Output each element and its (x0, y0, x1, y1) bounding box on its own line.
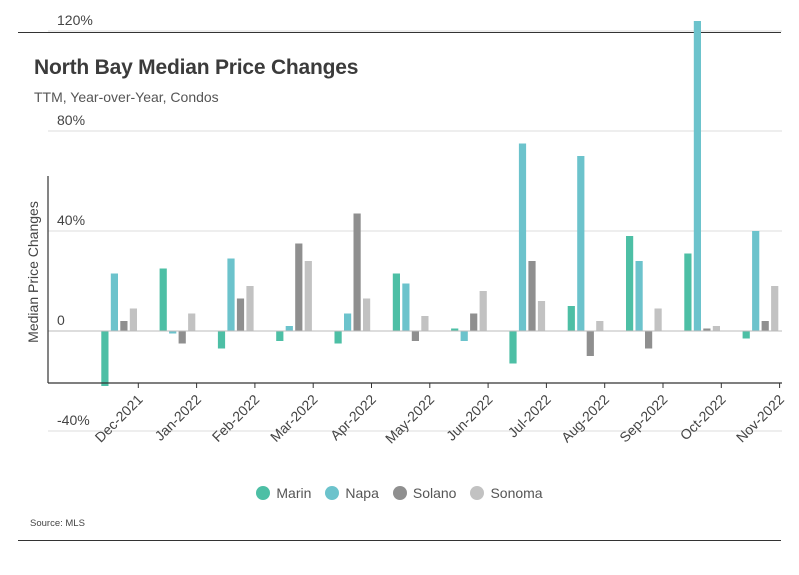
x-tick-label: Jun-2022 (443, 391, 496, 444)
bar-solano-jan-2022 (178, 331, 186, 344)
chart-title: North Bay Median Price Changes (34, 56, 359, 79)
bar-napa-nov-2022 (752, 231, 760, 331)
bar-marin-nov-2022 (742, 331, 750, 339)
bar-sonoma-apr-2022 (363, 298, 371, 331)
x-tick-label: Jul-2022 (505, 391, 554, 440)
y-tick-labels: -40% 0 40% 80% 120% (57, 12, 93, 428)
chart-subtitle: TTM, Year-over-Year, Condos (34, 89, 219, 105)
bar-napa-sep-2022 (635, 261, 643, 331)
y-tick-label: 80% (57, 112, 85, 128)
bar-napa-jan-2022 (169, 331, 177, 334)
bar-napa-mar-2022 (285, 326, 293, 331)
bar-napa-may-2022 (402, 283, 410, 331)
legend-label: Marin (276, 485, 312, 501)
legend-item-sonoma: Sonoma (470, 485, 543, 501)
y-tick-label: 120% (57, 12, 93, 28)
legend-label: Napa (345, 485, 379, 501)
bar-marin-oct-2022 (684, 253, 692, 331)
bar-sonoma-mar-2022 (304, 261, 312, 331)
bar-marin-aug-2022 (567, 306, 575, 331)
bar-solano-feb-2022 (236, 298, 245, 331)
legend-item-napa: Napa (325, 485, 379, 501)
bar-sonoma-jun-2022 (479, 291, 487, 331)
bar-sonoma-sep-2022 (654, 308, 662, 331)
bar-solano-may-2022 (411, 331, 419, 341)
legend-label: Sonoma (490, 485, 543, 501)
legend-swatch (470, 486, 485, 500)
bar-napa-aug-2022 (577, 156, 585, 331)
bar-solano-sep-2022 (645, 331, 653, 349)
y-axis-label: Median Price Changes (25, 201, 41, 343)
bar-marin-sep-2022 (626, 236, 634, 331)
bottom-rule (18, 540, 781, 541)
x-tick-label: May-2022 (382, 391, 437, 446)
bar-solano-nov-2022 (761, 321, 769, 331)
bar-sonoma-nov-2022 (771, 286, 779, 331)
bar-chart: -40% 0 40% 80% 120% Dec-2021 Jan-2022 Feb-2022… (25, 12, 788, 447)
bar-sonoma-jul-2022 (537, 301, 546, 331)
x-tick-label: Feb-2022 (209, 391, 263, 445)
bar-solano-apr-2022 (353, 213, 361, 331)
x-tick-label: Nov-2022 (733, 391, 787, 445)
x-tick-label: Apr-2022 (327, 391, 379, 443)
x-tick-label: Mar-2022 (267, 391, 321, 445)
y-tick-label: -40% (57, 412, 90, 428)
axes (47, 176, 782, 388)
legend-item-solano: Solano (392, 485, 457, 501)
bar-marin-jul-2022 (509, 331, 517, 364)
x-tick-label: Oct-2022 (677, 391, 729, 443)
bars (101, 21, 779, 386)
bar-sonoma-dec-2021 (129, 308, 137, 331)
bar-marin-dec-2021 (101, 331, 109, 386)
bar-marin-jan-2022 (159, 268, 167, 331)
bar-solano-mar-2022 (295, 243, 303, 331)
bar-marin-may-2022 (392, 273, 400, 331)
x-tick-label: Sep-2022 (616, 391, 670, 445)
x-tick-labels: Dec-2021 Jan-2022 Feb-2022 Mar-2022 Apr-2022… (92, 391, 788, 446)
top-rule (18, 32, 781, 33)
bar-solano-aug-2022 (586, 331, 594, 356)
bar-sonoma-feb-2022 (246, 286, 254, 331)
bar-marin-feb-2022 (217, 331, 226, 349)
legend-swatch (392, 486, 407, 500)
bar-solano-oct-2022 (703, 328, 711, 331)
grid-lines (48, 30, 782, 432)
x-tick-label: Dec-2021 (92, 391, 146, 445)
bar-sonoma-jan-2022 (188, 313, 196, 331)
y-tick-label: 0 (57, 312, 65, 328)
bar-solano-dec-2021 (120, 321, 128, 331)
bar-napa-jun-2022 (460, 331, 468, 341)
bar-sonoma-oct-2022 (712, 326, 720, 331)
bar-napa-apr-2022 (344, 313, 352, 331)
source-note: Source: MLS (30, 518, 85, 529)
legend-item-marin: Marin (256, 485, 311, 501)
legend-swatch (256, 486, 271, 500)
bar-marin-mar-2022 (276, 331, 284, 341)
legend: Marin Napa Solano Sonoma (0, 485, 799, 501)
legend-label: Solano (412, 485, 457, 501)
x-tick-label: Jan-2022 (151, 391, 204, 444)
bar-napa-dec-2021 (110, 273, 118, 331)
bar-marin-jun-2022 (451, 328, 459, 331)
legend-swatch (325, 486, 340, 500)
bar-sonoma-aug-2022 (596, 321, 604, 331)
y-tick-label: 40% (57, 212, 85, 228)
bar-napa-oct-2022 (693, 21, 701, 331)
x-tick-label: Aug-2022 (558, 391, 612, 445)
bar-napa-feb-2022 (227, 258, 235, 331)
bar-solano-jun-2022 (470, 313, 478, 331)
bar-marin-apr-2022 (334, 331, 342, 344)
bar-solano-jul-2022 (528, 261, 536, 331)
bar-sonoma-may-2022 (421, 316, 429, 331)
bar-napa-jul-2022 (518, 143, 527, 331)
